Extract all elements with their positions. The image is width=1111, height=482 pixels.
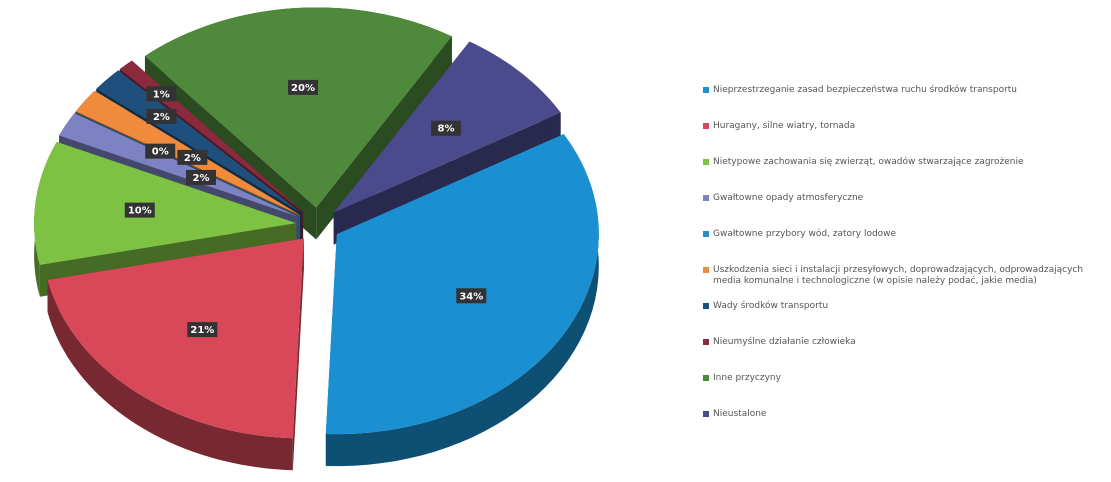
legend-swatch	[703, 267, 709, 273]
legend-item: Uszkodzenia sieci i instalacji przesyłow…	[703, 265, 1108, 301]
value-label: 20%	[291, 83, 315, 94]
slice	[325, 134, 599, 435]
value-label-box	[145, 143, 176, 159]
legend-label: Gwałtowne opady atmosferyczne	[713, 193, 864, 203]
legend-item: Gwałtowne opady atmosferyczne	[703, 193, 1108, 229]
value-label: 0%	[152, 147, 169, 158]
value-label: 34%	[459, 291, 483, 302]
value-label-box	[124, 202, 155, 218]
legend-item: Nieustalone	[703, 409, 1108, 445]
legend-swatch	[703, 195, 709, 201]
legend-swatch	[703, 231, 709, 237]
legend-item: Inne przyczyny	[703, 373, 1108, 409]
legend-label: Uszkodzenia sieci i instalacji przesyłow…	[713, 265, 1084, 286]
legend-item: Gwałtowne przybory wód, zatory lodowe	[703, 229, 1108, 265]
value-label: 1%	[153, 89, 170, 100]
legend-item: Nietypowe zachowania się zwierząt, owadó…	[703, 157, 1108, 193]
slice-side	[325, 134, 599, 467]
legend-item: Nieumyślne działanie człowieka	[703, 337, 1108, 373]
legend-label: Nieustalone	[713, 409, 767, 419]
value-label-box	[431, 120, 462, 136]
value-label-box	[187, 322, 218, 338]
legend-label: Nieprzestrzeganie zasad bezpieczeństwa r…	[713, 85, 1018, 95]
value-label-box	[146, 86, 177, 102]
slice	[144, 7, 452, 208]
pie-area: 34% 21% 10% 2% 0% 2% 2% 1% 20% 8%	[34, 7, 599, 471]
legend-swatch	[703, 411, 709, 417]
legend-item: Wady środków transportu	[703, 301, 1108, 337]
legend-swatch	[703, 87, 709, 93]
value-label: 10%	[128, 206, 152, 217]
legend-label: Huragany, silne wiatry, tornada	[713, 121, 856, 131]
slice	[325, 134, 599, 467]
value-label-box	[185, 169, 216, 185]
legend-swatch	[703, 123, 709, 129]
value-label: 2%	[184, 153, 201, 164]
legend-label: Nieumyślne działanie człowieka	[713, 337, 856, 347]
value-label: 21%	[190, 325, 214, 336]
value-label-box	[146, 108, 177, 124]
legend-item: Nieprzestrzeganie zasad bezpieczeństwa r…	[703, 85, 1108, 121]
legend-label: Wady środków transportu	[713, 301, 829, 311]
value-label-box	[456, 288, 487, 304]
slice	[47, 238, 304, 471]
value-label-box	[288, 79, 319, 95]
slice	[75, 112, 300, 216]
slice	[96, 70, 302, 214]
value-label: 2%	[192, 173, 209, 184]
slice	[59, 113, 299, 217]
legend-item: Huragany, silne wiatry, tornada	[703, 121, 1108, 157]
value-label-box	[177, 149, 208, 165]
slice-side	[47, 280, 293, 471]
legend-label: Inne przyczyny	[713, 373, 781, 383]
legend-swatch	[703, 375, 709, 381]
legend-label: Gwałtowne przybory wód, zatory lodowe	[713, 229, 897, 239]
legend-label: Nietypowe zachowania się zwierząt, owadó…	[713, 157, 1024, 167]
legend: Nieprzestrzeganie zasad bezpieczeństwa r…	[703, 85, 1108, 445]
value-label: 2%	[153, 112, 170, 123]
legend-swatch	[703, 159, 709, 165]
slice	[47, 238, 304, 439]
legend-swatch	[703, 339, 709, 345]
value-label: 8%	[438, 124, 455, 135]
slice-side	[316, 36, 452, 240]
slice-side	[292, 238, 304, 471]
slice	[34, 141, 297, 265]
legend-swatch	[703, 303, 709, 309]
